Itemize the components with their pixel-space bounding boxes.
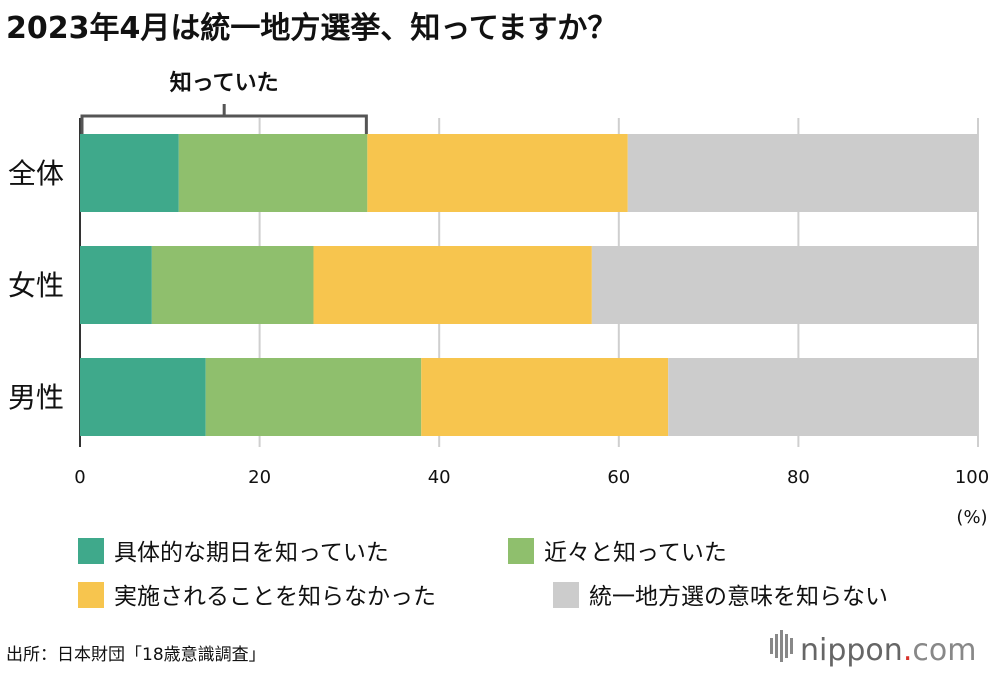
source-note: 出所：日本財団「18歳意識調査」 [6,645,266,665]
bar-segment [205,358,422,436]
bars [80,134,978,436]
bar-segment [151,246,314,324]
legend-label: 実施されることを知らなかった [114,584,436,610]
legend-item: 統一地方選の意味を知らない [553,582,888,610]
legend-item: 具体的な期日を知っていた [78,538,389,566]
x-tick-label: 20 [248,467,271,488]
category-label: 女性 [8,269,64,302]
legend-label: 近々と知っていた [544,540,727,566]
bar-segment [367,134,628,212]
brand-bars-icon [770,630,793,662]
bar-segment [313,246,592,324]
bar-segment [421,358,669,436]
bracket-known: 知っていた [80,70,368,134]
x-tick-label: 100 [955,467,989,488]
x-axis-ticks: 0 20 40 60 80 100 [74,467,989,488]
bar-segment [80,134,179,212]
bar-segment [668,358,978,436]
legend-swatch [78,582,104,608]
legend-item: 近々と知っていた [508,538,727,566]
x-tick-label: 0 [74,467,85,488]
legend-swatch [508,538,534,564]
legend-label: 統一地方選の意味を知らない [589,584,888,610]
x-axis-unit: (%) [956,507,987,528]
bar-segment [80,358,206,436]
bar-segment [627,134,978,212]
bar-segment [178,134,368,212]
legend-swatch [553,582,579,608]
x-tick-label: 40 [428,467,451,488]
chart-title: 2023年4月は統一地方選挙、知ってますか？ [6,11,617,46]
x-tick-label: 60 [607,467,630,488]
brand-wordmark: nippon.com [800,633,976,668]
bracket-line [80,104,368,134]
category-label: 男性 [8,381,64,414]
brand-logo: nippon.com [770,630,976,668]
bracket-label: 知っていた [170,70,279,96]
bar-segment [591,246,978,324]
legend-label: 具体的な期日を知っていた [114,540,389,566]
x-tick-label: 80 [787,467,810,488]
category-label: 全体 [8,157,64,190]
bar-segment [80,246,152,324]
legend-swatch [78,538,104,564]
legend-item: 実施されることを知らなかった [78,582,436,610]
